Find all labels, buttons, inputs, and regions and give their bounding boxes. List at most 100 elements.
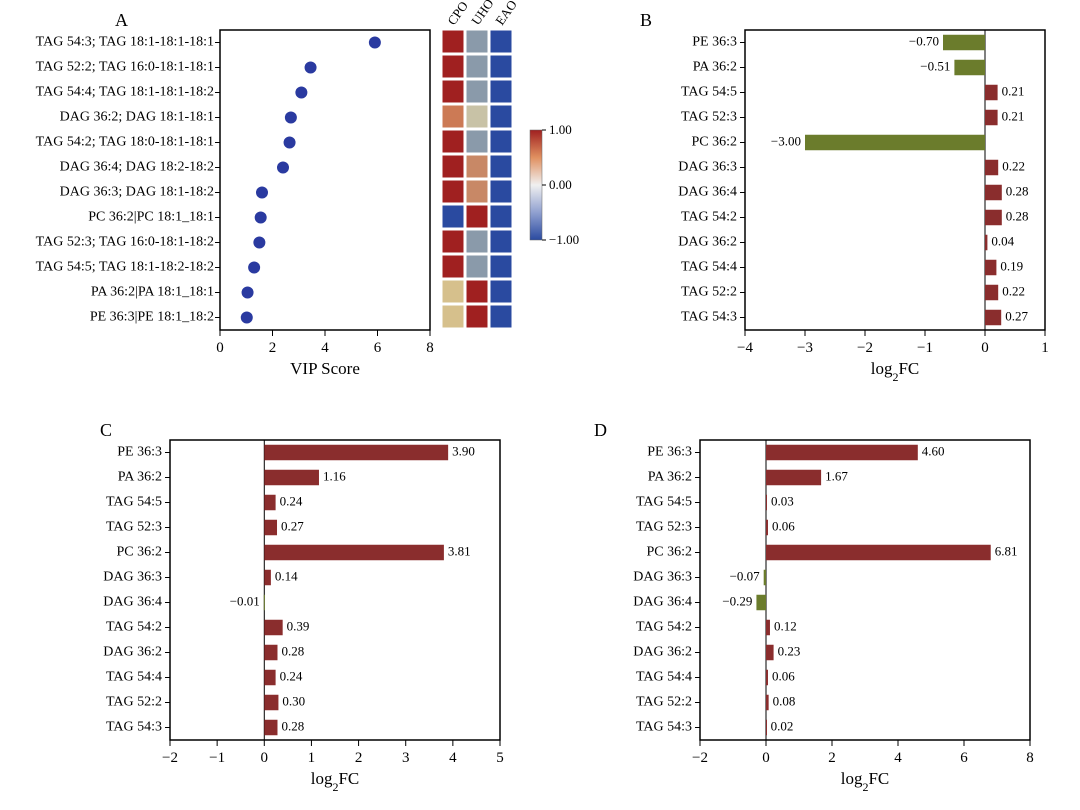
row-label: TAG 52:2 <box>636 695 692 710</box>
bar <box>264 595 265 611</box>
x-axis-label: log2FC <box>311 769 360 794</box>
bar <box>766 445 918 461</box>
row-label: DAG 36:3 <box>633 570 692 585</box>
tick-label: −3 <box>797 340 813 356</box>
value-label: 4.60 <box>922 443 945 458</box>
heatmap-cell <box>490 80 512 103</box>
tick-label: 3 <box>402 750 410 766</box>
row-label: TAG 54:3 <box>681 310 737 325</box>
heatmap-col: CPO <box>444 0 471 28</box>
heatmap-cell <box>442 55 464 78</box>
bar <box>985 110 998 126</box>
heatmap-cell <box>490 55 512 78</box>
tick-label: −2 <box>692 750 708 766</box>
tick-label: −2 <box>162 750 178 766</box>
bar <box>264 445 448 461</box>
row-label: TAG 52:3 <box>681 110 737 125</box>
bar <box>985 235 987 251</box>
value-label: 0.28 <box>1006 183 1029 198</box>
heatmap-cell <box>490 280 512 303</box>
panel-a-chart: 02468VIP ScoreTAG 54:3; TAG 18:1-18:1-18… <box>0 0 600 380</box>
heatmap-cell <box>466 130 488 153</box>
bar <box>764 570 766 586</box>
heatmap-cell <box>442 255 464 278</box>
tick-label: 0 <box>762 750 770 766</box>
bar <box>264 570 271 586</box>
value-label: 0.28 <box>1006 208 1029 223</box>
row-label: PE 36:3 <box>692 35 737 50</box>
row-label: TAG 54:3; TAG 18:1-18:1-18:1 <box>36 35 214 50</box>
tick-label: 1 <box>1041 340 1049 356</box>
bar <box>264 545 444 561</box>
vip-dot <box>277 162 289 174</box>
tick-label: 2 <box>828 750 836 766</box>
heatmap-cell <box>442 180 464 203</box>
colorbar-tick: 1.00 <box>549 122 572 137</box>
value-label: 0.04 <box>991 233 1014 248</box>
heatmap-cell <box>490 30 512 53</box>
row-label: PC 36:2|PC 18:1_18:1 <box>88 210 214 225</box>
value-label: 0.19 <box>1000 258 1023 273</box>
row-label: DAG 36:3; DAG 18:1-18:2 <box>60 185 214 200</box>
row-label: PC 36:2 <box>116 545 162 560</box>
heatmap-cell <box>466 255 488 278</box>
heatmap-cell <box>442 105 464 128</box>
tick-label: −2 <box>857 340 873 356</box>
heatmap-col: UHO <box>468 0 496 28</box>
vip-dot <box>295 87 307 99</box>
heatmap-cell <box>466 55 488 78</box>
row-label: TAG 54:5 <box>681 85 737 100</box>
tick-label: 4 <box>449 750 457 766</box>
value-label: 0.06 <box>772 668 795 683</box>
heatmap-cell <box>466 155 488 178</box>
tick-label: 0 <box>216 340 224 356</box>
panel-c-chart: −2−1012345log2FCPE 36:33.90PA 36:21.16TA… <box>50 430 580 810</box>
bar <box>264 620 282 636</box>
value-label: 3.90 <box>452 443 475 458</box>
bar <box>264 495 275 511</box>
heatmap-cell <box>442 130 464 153</box>
bar <box>943 35 985 51</box>
tick-label: −1 <box>209 750 225 766</box>
row-label: DAG 36:2 <box>633 645 692 660</box>
heatmap-cell <box>466 30 488 53</box>
value-label: 0.30 <box>282 693 305 708</box>
row-label: PC 36:2 <box>646 545 692 560</box>
row-label: DAG 36:3 <box>678 160 737 175</box>
value-label: −0.70 <box>909 33 939 48</box>
heatmap-col: EAO <box>492 0 520 28</box>
bar <box>264 520 277 536</box>
bar <box>985 260 996 276</box>
row-label: DAG 36:4 <box>633 595 692 610</box>
colorbar-tick: 0.00 <box>549 177 572 192</box>
tick-label: −1 <box>917 340 933 356</box>
colorbar <box>530 130 542 240</box>
row-label: DAG 36:4 <box>103 595 162 610</box>
tick-label: 0 <box>261 750 269 766</box>
heatmap-cell <box>442 30 464 53</box>
tick-label: 8 <box>426 340 434 356</box>
bar <box>264 670 275 686</box>
value-label: 0.22 <box>1002 283 1025 298</box>
heatmap-cell <box>442 230 464 253</box>
vip-dot <box>255 212 267 224</box>
colorbar-tick: −1.00 <box>549 232 579 247</box>
bar <box>766 470 821 486</box>
bar <box>766 720 767 736</box>
bar <box>766 645 774 661</box>
vip-dot <box>253 237 265 249</box>
heatmap-cell <box>466 180 488 203</box>
value-label: 0.28 <box>281 643 304 658</box>
heatmap-cell <box>490 105 512 128</box>
tick-label: 2 <box>355 750 363 766</box>
row-label: TAG 54:5; TAG 18:1-18:2-18:2 <box>36 260 214 275</box>
heatmap-cell <box>442 305 464 328</box>
row-label: TAG 54:2 <box>106 620 162 635</box>
x-axis-label: VIP Score <box>290 359 360 378</box>
row-label: TAG 54:3 <box>636 720 692 735</box>
tick-label: 8 <box>1026 750 1034 766</box>
value-label: −0.01 <box>230 593 260 608</box>
row-label: TAG 52:2; TAG 16:0-18:1-18:1 <box>36 60 214 75</box>
value-label: 1.16 <box>323 468 346 483</box>
row-label: TAG 52:2 <box>106 695 162 710</box>
